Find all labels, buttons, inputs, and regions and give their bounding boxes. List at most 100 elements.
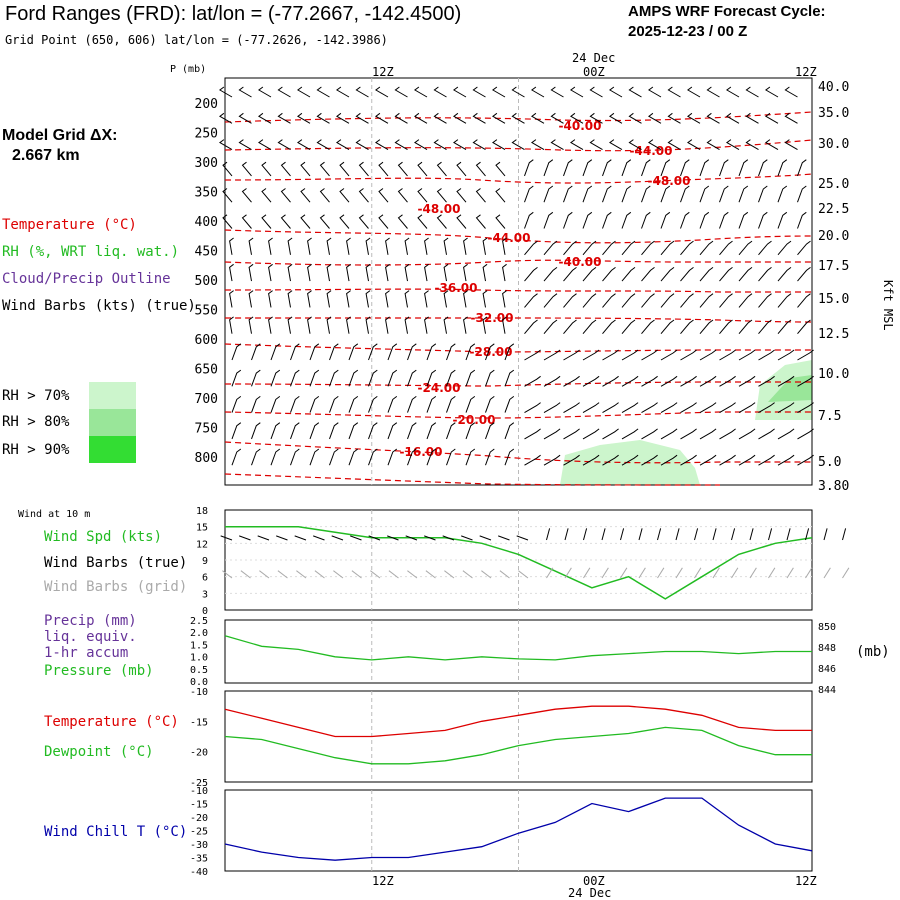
wind-barb bbox=[569, 139, 584, 151]
pressure-tick: 850 bbox=[818, 622, 836, 633]
kft-tick-label: 22.5 bbox=[818, 202, 849, 217]
wind-barb bbox=[719, 454, 736, 466]
wind-barb bbox=[241, 161, 252, 177]
sfc-wind-barb-true bbox=[712, 528, 717, 541]
label-precip: Precip (mm) bbox=[44, 613, 137, 629]
wind-barb bbox=[667, 86, 681, 98]
wind-barb bbox=[719, 185, 729, 203]
wind-barb bbox=[404, 316, 410, 334]
wind-barb bbox=[738, 211, 749, 229]
wind-barb bbox=[300, 214, 311, 229]
wind-barb bbox=[647, 86, 662, 98]
isotherm-label: -28.00 bbox=[470, 345, 513, 359]
wind-barb bbox=[407, 396, 417, 413]
pressure-tick-label: 250 bbox=[195, 127, 218, 142]
wind-10m-title: Wind at 10 m bbox=[18, 509, 91, 520]
model-grid-value: 2.667 km bbox=[12, 147, 80, 164]
sfc-wind-barb-grid bbox=[277, 570, 288, 579]
wind-barb bbox=[524, 240, 538, 256]
wind-barb bbox=[777, 240, 792, 256]
sfc-wind-barb-grid bbox=[259, 570, 270, 579]
wind-barb bbox=[641, 375, 658, 387]
isotherm-label: -36.00 bbox=[435, 281, 478, 295]
sfc-wind-barb-true bbox=[368, 535, 381, 541]
wind-barb bbox=[641, 349, 658, 361]
wind-speed-tick: 0 bbox=[202, 606, 208, 617]
wind-barb bbox=[355, 86, 369, 98]
sfc-wind-barb-true bbox=[350, 535, 362, 541]
wind-barb bbox=[387, 422, 398, 440]
kft-tick-label: 12.5 bbox=[818, 327, 849, 342]
wind-barb bbox=[397, 214, 408, 229]
wind-barb bbox=[472, 112, 486, 124]
wind-barb bbox=[758, 454, 775, 466]
wind-barb bbox=[475, 188, 486, 203]
wind-barb bbox=[582, 185, 593, 203]
wind-barb bbox=[758, 375, 775, 387]
precip-tick: 0.5 bbox=[190, 665, 208, 676]
wind-barb bbox=[504, 448, 515, 466]
wind-barb bbox=[394, 112, 408, 124]
windchill-tick: -25 bbox=[190, 827, 208, 838]
temp-tick: -20 bbox=[190, 748, 208, 759]
label-pressure: Pressure (mb) bbox=[44, 663, 154, 679]
wind-barb bbox=[582, 375, 600, 387]
wind-barb bbox=[270, 422, 281, 440]
pressure-tick-label: 200 bbox=[195, 97, 218, 112]
wind-barb bbox=[543, 428, 561, 440]
wind-barb bbox=[621, 375, 639, 387]
wind-barb bbox=[530, 139, 545, 151]
pressure-tick-label: 550 bbox=[195, 304, 218, 319]
wind-barb bbox=[543, 402, 561, 414]
sfc-wind-barb-grid bbox=[481, 570, 492, 579]
wind-barb bbox=[524, 211, 534, 229]
wind-barb bbox=[758, 267, 772, 282]
wind-barb bbox=[660, 428, 678, 440]
wind-barb bbox=[628, 112, 642, 124]
wind-barb bbox=[385, 290, 390, 308]
pressure-tick-label: 750 bbox=[195, 422, 218, 437]
wind-barb bbox=[300, 188, 311, 203]
wind-barb bbox=[647, 139, 662, 151]
wind-barb bbox=[231, 448, 242, 466]
wind-barb bbox=[680, 293, 694, 308]
wind-barb bbox=[485, 343, 495, 361]
wind-barb bbox=[602, 375, 619, 387]
wind-barb bbox=[582, 428, 600, 440]
sfc-wind-barb-true bbox=[731, 528, 736, 541]
wind-barb bbox=[563, 319, 577, 335]
wind-speed-tick: 18 bbox=[196, 506, 208, 517]
sfc-wind-barb-grid bbox=[805, 567, 813, 579]
wind-barb bbox=[326, 263, 332, 282]
sfc-wind-barb-grid bbox=[638, 567, 646, 579]
wind-barb bbox=[446, 422, 456, 440]
wind-barb bbox=[329, 396, 339, 413]
wind-barb bbox=[319, 214, 330, 229]
wind-barb bbox=[511, 86, 525, 98]
wind-barb bbox=[277, 139, 291, 151]
sfc-wind-barb-true bbox=[675, 528, 680, 541]
pressure-tick-label: 800 bbox=[195, 451, 218, 466]
wind-barb bbox=[628, 139, 642, 151]
wind-barb bbox=[446, 343, 456, 361]
wind-barb bbox=[348, 343, 359, 361]
precip-tick: 0.0 bbox=[190, 677, 208, 688]
wind-barb bbox=[563, 454, 580, 466]
wind-barb bbox=[424, 316, 429, 334]
wind-barb bbox=[300, 161, 311, 177]
wind-barb bbox=[777, 402, 795, 414]
sfc-wind-barb-grid bbox=[333, 570, 344, 579]
wind-barb bbox=[316, 112, 330, 124]
wind-barb bbox=[261, 188, 272, 203]
wind-barb bbox=[543, 293, 558, 308]
wind-barb bbox=[218, 86, 233, 98]
wind-barb bbox=[699, 293, 714, 308]
wind-barb bbox=[424, 263, 429, 282]
wind-barb bbox=[251, 396, 261, 413]
wind-barb bbox=[777, 319, 792, 335]
wind-barb bbox=[365, 263, 371, 282]
wind-barb bbox=[797, 293, 811, 308]
pressure-tick-label: 400 bbox=[195, 215, 218, 230]
isotherm-label: -24.00 bbox=[418, 381, 461, 395]
wind-barb bbox=[491, 112, 506, 124]
